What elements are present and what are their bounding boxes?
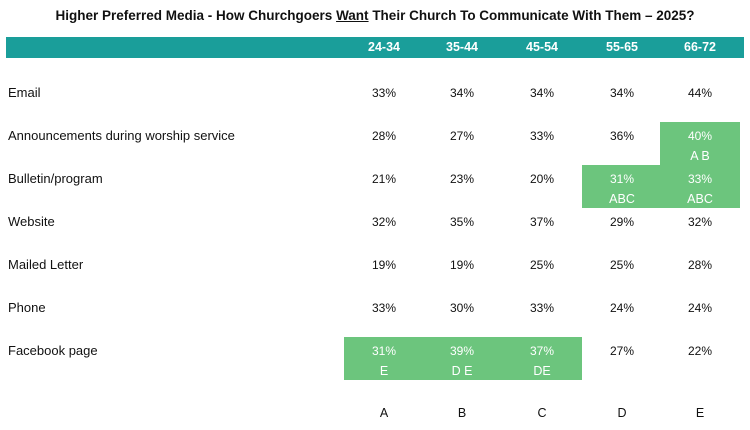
- chart-title: Higher Preferred Media - How Churchgoers…: [0, 8, 750, 23]
- value-cell: 27%: [609, 344, 635, 358]
- value-cell: 34%: [529, 86, 555, 100]
- value-cell: 33%: [371, 301, 397, 315]
- row-label: Website: [8, 214, 55, 229]
- significance-letters: ABC: [609, 192, 635, 206]
- column-header-bar: 24-34 35-44 45-54 55-65 66-72: [6, 37, 744, 58]
- value-cell: 30%: [449, 301, 475, 315]
- value-cell: 39%: [449, 344, 475, 358]
- column-header: 24-34: [368, 40, 400, 54]
- value-cell: 33%: [687, 172, 713, 186]
- value-cell: 20%: [529, 172, 555, 186]
- column-header: 45-54: [526, 40, 558, 54]
- value-cell: 40%: [687, 129, 713, 143]
- column-header: 35-44: [446, 40, 478, 54]
- significance-letters: A B: [690, 149, 710, 163]
- value-cell: 29%: [609, 215, 635, 229]
- significance-highlight: [344, 337, 424, 380]
- value-cell: 32%: [687, 215, 713, 229]
- column-letter: E: [695, 406, 705, 420]
- row-label: Facebook page: [8, 343, 98, 358]
- value-cell: 35%: [449, 215, 475, 229]
- value-cell: 34%: [609, 86, 635, 100]
- column-letter: A: [379, 406, 389, 420]
- column-header: 66-72: [684, 40, 716, 54]
- significance-letters: E: [379, 364, 389, 378]
- value-cell: 19%: [449, 258, 475, 272]
- row-label: Bulletin/program: [8, 171, 103, 186]
- significance-highlight: [502, 337, 582, 380]
- significance-letters: D E: [451, 364, 473, 378]
- value-cell: 44%: [687, 86, 713, 100]
- value-cell: 22%: [687, 344, 713, 358]
- significance-highlight: [660, 122, 740, 165]
- significance-letters: DE: [533, 364, 551, 378]
- column-header: 55-65: [606, 40, 638, 54]
- value-cell: 23%: [449, 172, 475, 186]
- title-post: Their Church To Communicate With Them – …: [368, 8, 695, 23]
- value-cell: 27%: [449, 129, 475, 143]
- value-cell: 24%: [687, 301, 713, 315]
- value-cell: 37%: [529, 215, 555, 229]
- value-cell: 33%: [529, 301, 555, 315]
- column-letter: C: [537, 406, 547, 420]
- title-pre: Higher Preferred Media - How Churchgoers: [55, 8, 337, 23]
- significance-highlight: [422, 337, 502, 380]
- column-letter: B: [457, 406, 467, 420]
- significance-letters: ABC: [687, 192, 713, 206]
- value-cell: 25%: [609, 258, 635, 272]
- value-cell: 37%: [529, 344, 555, 358]
- significance-highlight: [660, 165, 740, 208]
- value-cell: 33%: [371, 86, 397, 100]
- column-letter: D: [617, 406, 627, 420]
- value-cell: 33%: [529, 129, 555, 143]
- title-emphasis: Want: [336, 8, 369, 23]
- row-label: Mailed Letter: [8, 257, 84, 272]
- value-cell: 34%: [449, 86, 475, 100]
- value-cell: 25%: [529, 258, 555, 272]
- value-cell: 19%: [371, 258, 397, 272]
- value-cell: 28%: [687, 258, 713, 272]
- value-cell: 31%: [609, 172, 635, 186]
- row-label: Phone: [8, 300, 46, 315]
- value-cell: 32%: [371, 215, 397, 229]
- value-cell: 31%: [371, 344, 397, 358]
- row-label: Announcements during worship service: [8, 128, 235, 143]
- value-cell: 28%: [371, 129, 397, 143]
- value-cell: 24%: [609, 301, 635, 315]
- row-label: Email: [8, 85, 41, 100]
- value-cell: 36%: [609, 129, 635, 143]
- value-cell: 21%: [371, 172, 397, 186]
- significance-highlight: [582, 165, 662, 208]
